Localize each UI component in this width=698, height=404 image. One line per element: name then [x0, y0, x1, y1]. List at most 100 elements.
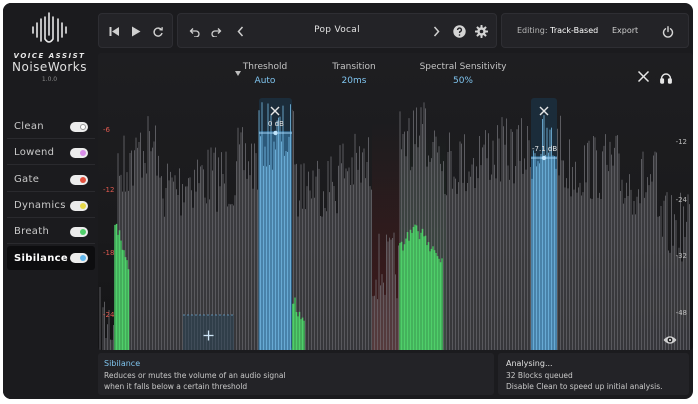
analysis-status-line-1: 32 Blocks queued — [506, 371, 573, 380]
analysis-status-line-2: Disable Clean to speed up initial analys… — [506, 382, 663, 391]
threshold-param[interactable]: Threshold Auto — [240, 62, 290, 86]
band-2-waveform — [531, 115, 557, 350]
sibilance-status-dot — [80, 255, 86, 261]
sensitivity-label: Spectral Sensitivity — [419, 62, 507, 72]
sidebar-item-gate[interactable]: Gate — [7, 168, 95, 192]
analysis-status-panel: Analysing... 32 Blocks queued Disable Cl… — [498, 353, 689, 395]
play-icon — [132, 26, 141, 37]
undo-button[interactable] — [184, 14, 204, 49]
undo-icon — [189, 27, 200, 37]
clean-status-dot — [80, 123, 86, 130]
close-icon — [270, 106, 280, 116]
power-button[interactable] — [658, 14, 678, 49]
band-2-threshold-handle[interactable] — [541, 155, 547, 161]
sibilance-toggle[interactable] — [70, 253, 88, 263]
waveform-visualization — [99, 98, 690, 350]
lowend-toggle[interactable] — [70, 147, 88, 158]
preset-next-button[interactable] — [426, 14, 446, 49]
breath-toggle[interactable] — [70, 226, 88, 237]
scale-right-48: -48 — [675, 309, 687, 317]
gear-icon — [474, 25, 488, 38]
sidebar-item-dynamics[interactable]: Dynamics — [7, 194, 95, 218]
sidebar-item-sibilance[interactable]: Sibilance — [7, 246, 95, 270]
settings-button[interactable] — [471, 14, 491, 49]
headphones-button[interactable] — [660, 69, 672, 88]
band-2-remove-button[interactable] — [539, 101, 549, 120]
power-icon — [662, 25, 674, 38]
sensitivity-value[interactable]: 50% — [452, 76, 473, 86]
waveform-breath — [114, 223, 443, 350]
eye-icon — [663, 336, 677, 344]
sidebar-item-label: Clean — [14, 121, 44, 132]
visibility-button[interactable] — [663, 330, 677, 349]
module-info-panel: Sibilance Reduces or mutes the volume of… — [98, 353, 494, 395]
sidebar-item-clean[interactable]: Clean — [7, 115, 95, 139]
dynamics-status-dot — [80, 202, 86, 209]
editing-mode-label: Editing: — [517, 26, 548, 35]
gate-status-dot — [80, 176, 86, 183]
module-info-line-2: when it falls below a certain threshold — [104, 382, 248, 391]
close-panel-button[interactable] — [637, 68, 650, 87]
gate-toggle[interactable] — [70, 174, 88, 185]
close-icon — [539, 106, 549, 116]
transition-label: Transition — [332, 62, 376, 72]
threshold-label: Threshold — [242, 62, 288, 72]
band-2-gain-label: -7.1 dB — [532, 145, 558, 153]
loop-button[interactable] — [148, 14, 168, 49]
transition-value[interactable]: 20ms — [341, 76, 367, 86]
brand-name: NoiseWorks — [12, 60, 87, 74]
close-icon — [637, 70, 650, 83]
threshold-caret-icon[interactable] — [235, 71, 241, 76]
redo-icon — [210, 27, 221, 37]
scale-right-12: -12 — [675, 138, 687, 146]
clean-toggle[interactable] — [70, 121, 88, 132]
module-info-line-1: Reduces or mutes the volume of an audio … — [104, 371, 286, 380]
chevron-right-icon — [433, 26, 440, 37]
sidebar: VOICE ASSIST NoiseWorks 1.0.0 Clean Lowe… — [3, 3, 96, 399]
sidebar-item-breath[interactable]: Breath — [7, 220, 95, 244]
scale-left-24: -24 — [103, 311, 115, 319]
scale-right-24: -24 — [675, 196, 687, 204]
transport-bar — [98, 13, 173, 48]
loop-icon — [153, 26, 163, 37]
threshold-value[interactable]: Auto — [254, 76, 276, 86]
help-icon — [452, 25, 466, 38]
breath-status-dot — [80, 228, 86, 235]
preset-name[interactable]: Pop Vocal — [314, 25, 360, 35]
band-1-waveform — [258, 102, 291, 350]
scale-left-6: -6 — [103, 126, 110, 134]
waveform-display[interactable]: Threshold Auto Transition 20ms Spectral … — [98, 53, 693, 350]
editing-bar: Editing: Track-Based Export — [501, 13, 689, 48]
band-1-remove-button[interactable] — [270, 101, 280, 120]
skip-back-button[interactable] — [104, 14, 124, 49]
sidebar-item-label: Breath — [14, 226, 50, 237]
lowend-status-dot — [80, 149, 86, 156]
add-band-button[interactable] — [203, 326, 214, 345]
brand-tagline: VOICE ASSIST — [13, 52, 86, 60]
export-button[interactable]: Export — [612, 26, 639, 35]
dynamics-toggle[interactable] — [70, 200, 88, 211]
analysis-status-title: Analysing... — [506, 359, 553, 368]
brand-version: 1.0.0 — [41, 76, 58, 83]
chevron-left-icon — [236, 26, 243, 37]
preset-bar: Pop Vocal — [177, 13, 497, 48]
plus-icon — [203, 330, 214, 341]
editing-mode[interactable]: Editing: Track-Based — [517, 26, 598, 35]
transition-param[interactable]: Transition 20ms — [324, 62, 384, 86]
app-window: VOICE ASSIST NoiseWorks 1.0.0 Clean Lowe… — [3, 3, 693, 399]
sensitivity-param[interactable]: Spectral Sensitivity 50% — [418, 62, 508, 86]
band-1-threshold-handle[interactable] — [273, 130, 278, 136]
sidebar-item-lowend[interactable]: Lowend — [7, 141, 95, 165]
help-button[interactable] — [449, 14, 469, 49]
scale-left-12: -12 — [103, 186, 115, 194]
scale-left-18: -18 — [103, 249, 115, 257]
scale-right-32: -32 — [675, 252, 687, 260]
sidebar-item-label: Dynamics — [14, 200, 66, 211]
play-button[interactable] — [126, 14, 146, 49]
editing-mode-value: Track-Based — [550, 26, 599, 35]
redo-button[interactable] — [206, 14, 226, 49]
band-1-gain-label: 0 dB — [268, 120, 284, 128]
preset-prev-button[interactable] — [230, 14, 250, 49]
headphones-icon — [660, 73, 672, 84]
sidebar-item-label: Lowend — [14, 147, 55, 158]
